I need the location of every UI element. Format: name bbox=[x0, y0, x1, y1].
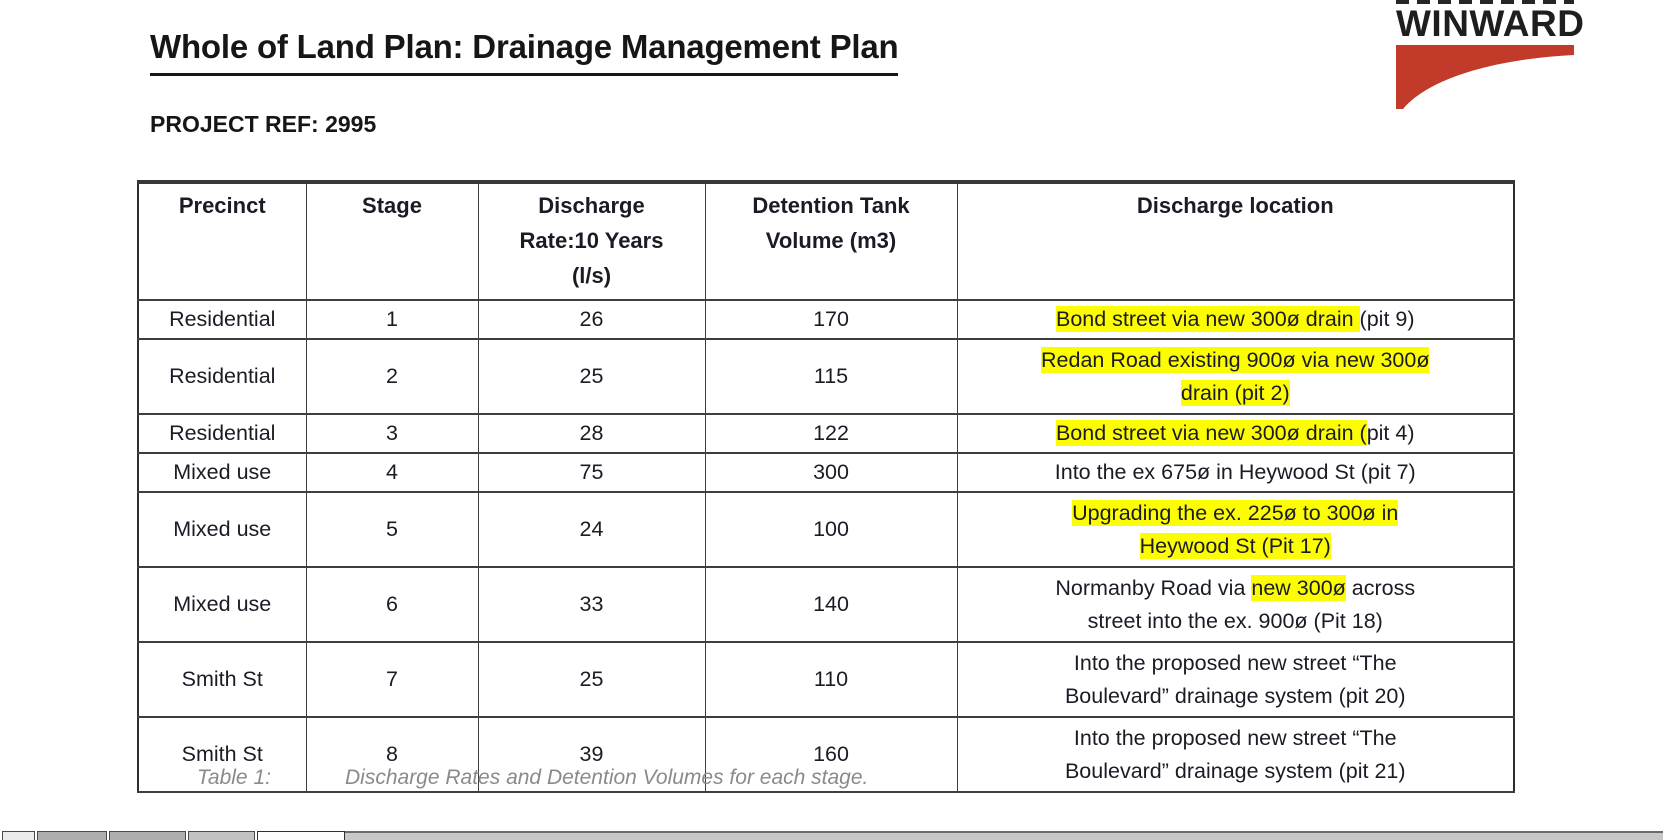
cell-discharge-location: Normanby Road via new 300ø across street… bbox=[956, 566, 1515, 643]
cell-precinct: Mixed use bbox=[137, 566, 307, 643]
plain-text: Into the ex 675ø in Heywood St (pit 7) bbox=[1054, 460, 1416, 485]
header-row: Precinct Stage Discharge Rate:10 Years (… bbox=[137, 180, 1515, 301]
cell-discharge-rate: 28 bbox=[477, 413, 706, 454]
table-row: Mixed use 5 24 100 Upgrading the ex. 225ø to… bbox=[137, 491, 1515, 568]
logo-wordmark: WINWARD bbox=[1396, 3, 1585, 44]
plain-text: Into the proposed new street “The Boulev… bbox=[1064, 726, 1406, 783]
cell-stage: 2 bbox=[305, 338, 479, 415]
cell-stage: 8 bbox=[305, 716, 479, 793]
table-row: Smith St 8 39 160 Into the proposed new stre… bbox=[137, 716, 1515, 793]
cell-discharge-location: Into the proposed new street “The Boulev… bbox=[956, 716, 1515, 793]
plain-text: Into the proposed new street “The Boulev… bbox=[1064, 651, 1406, 708]
cell-detention-volume: 140 bbox=[704, 566, 958, 643]
header-discharge-rate: Discharge Rate:10 Years (l/s) bbox=[477, 180, 706, 301]
header-discharge-location: Discharge location bbox=[956, 180, 1515, 301]
cell-discharge-rate: 39 bbox=[477, 716, 706, 793]
cell-stage: 6 bbox=[305, 566, 479, 643]
header-stage: Stage bbox=[305, 180, 479, 301]
highlighted-text: Bond street via new 300ø drain bbox=[1055, 306, 1360, 333]
cell-stage: 3 bbox=[305, 413, 479, 454]
logo-swoosh-icon bbox=[1396, 45, 1574, 109]
table-header: Precinct Stage Discharge Rate:10 Years (… bbox=[137, 180, 1515, 301]
cell-discharge-rate: 75 bbox=[477, 452, 706, 493]
cell-stage: 4 bbox=[305, 452, 479, 493]
logo-swoosh-shape bbox=[1396, 45, 1574, 109]
cell-discharge-location: Bond street via new 300ø drain (pit 9) bbox=[956, 299, 1515, 340]
page-title: Whole of Land Plan: Drainage Management … bbox=[150, 28, 899, 76]
table-row: Mixed use 6 33 140 Normanby Road via new 300… bbox=[137, 566, 1515, 643]
cut-off-cell bbox=[188, 831, 255, 840]
cell-discharge-location: Into the ex 675ø in Heywood St (pit 7) bbox=[956, 452, 1515, 493]
header-detention-volume: Detention Tank Volume (m3) bbox=[704, 180, 958, 301]
cell-precinct: Smith St bbox=[137, 716, 307, 793]
cell-detention-volume: 160 bbox=[704, 716, 958, 793]
highlighted-text: new 300ø bbox=[1251, 575, 1346, 602]
cell-discharge-rate: 33 bbox=[477, 566, 706, 643]
plain-text: Normanby Road via bbox=[1055, 576, 1252, 601]
cut-off-bar bbox=[345, 831, 1663, 840]
cell-precinct: Smith St bbox=[137, 641, 307, 718]
caption-label: Table 1: bbox=[197, 766, 271, 789]
cut-off-cell bbox=[257, 831, 345, 840]
cell-detention-volume: 100 bbox=[704, 491, 958, 568]
header-precinct: Precinct bbox=[137, 180, 307, 301]
plain-text: (pit 9) bbox=[1359, 307, 1415, 332]
table-row: Residential 2 25 115 Redan Road existing 900… bbox=[137, 338, 1515, 415]
cell-precinct: Mixed use bbox=[137, 491, 307, 568]
table-row: Residential 1 26 170 Bond street via new 300… bbox=[137, 299, 1515, 340]
table-row: Residential 3 28 122 Bond street via new 300… bbox=[137, 413, 1515, 454]
cell-precinct: Mixed use bbox=[137, 452, 307, 493]
table-row: Smith St 7 25 110 Into the proposed new stre… bbox=[137, 641, 1515, 718]
cut-off-bottom-strip bbox=[0, 831, 1663, 840]
cell-precinct: Residential bbox=[137, 299, 307, 340]
project-ref: PROJECT REF: 2995 bbox=[150, 111, 377, 137]
cell-precinct: Residential bbox=[137, 338, 307, 415]
cell-detention-volume: 110 bbox=[704, 641, 958, 718]
cell-precinct: Residential bbox=[137, 413, 307, 454]
cut-off-cell bbox=[37, 831, 107, 840]
cut-off-cell bbox=[2, 831, 35, 840]
highlighted-text: Bond street via new 300ø drain ( bbox=[1055, 420, 1367, 447]
cell-detention-volume: 170 bbox=[704, 299, 958, 340]
table-body: Residential 1 26 170 Bond street via new 300… bbox=[137, 299, 1515, 793]
cell-stage: 5 bbox=[305, 491, 479, 568]
cell-detention-volume: 300 bbox=[704, 452, 958, 493]
cell-discharge-location: Upgrading the ex. 225ø to 300ø in Heywoo… bbox=[956, 491, 1515, 568]
winward-logo: WINWARD bbox=[1396, 0, 1585, 109]
caption-text: Discharge Rates and Detention Volumes fo… bbox=[345, 766, 869, 789]
cell-discharge-rate: 24 bbox=[477, 491, 706, 568]
cell-discharge-rate: 26 bbox=[477, 299, 706, 340]
cell-discharge-rate: 25 bbox=[477, 338, 706, 415]
highlighted-text: Upgrading the ex. 225ø to 300ø in Heywoo… bbox=[1072, 500, 1399, 559]
cell-stage: 1 bbox=[305, 299, 479, 340]
plain-text: pit 4) bbox=[1366, 421, 1415, 446]
table-caption: Table 1: Discharge Rates and Detention Vo… bbox=[197, 766, 868, 790]
cell-discharge-location: Redan Road existing 900ø via new 300ø dr… bbox=[956, 338, 1515, 415]
cell-discharge-location: Into the proposed new street “The Boulev… bbox=[956, 641, 1515, 718]
cut-off-text-fragment bbox=[1396, 0, 1574, 4]
cell-detention-volume: 115 bbox=[704, 338, 958, 415]
table-row: Mixed use 4 75 300 Into the ex 675ø in Heywo… bbox=[137, 452, 1515, 493]
cell-detention-volume: 122 bbox=[704, 413, 958, 454]
cell-discharge-location: Bond street via new 300ø drain (pit 4) bbox=[956, 413, 1515, 454]
cut-off-cell bbox=[109, 831, 186, 840]
highlighted-text: Redan Road existing 900ø via new 300ø dr… bbox=[1041, 347, 1430, 406]
drainage-table: Precinct Stage Discharge Rate:10 Years (… bbox=[137, 180, 1515, 793]
cell-stage: 7 bbox=[305, 641, 479, 718]
cell-discharge-rate: 25 bbox=[477, 641, 706, 718]
plain-text: across street into the ex. 900ø (Pit 18) bbox=[1087, 576, 1416, 633]
